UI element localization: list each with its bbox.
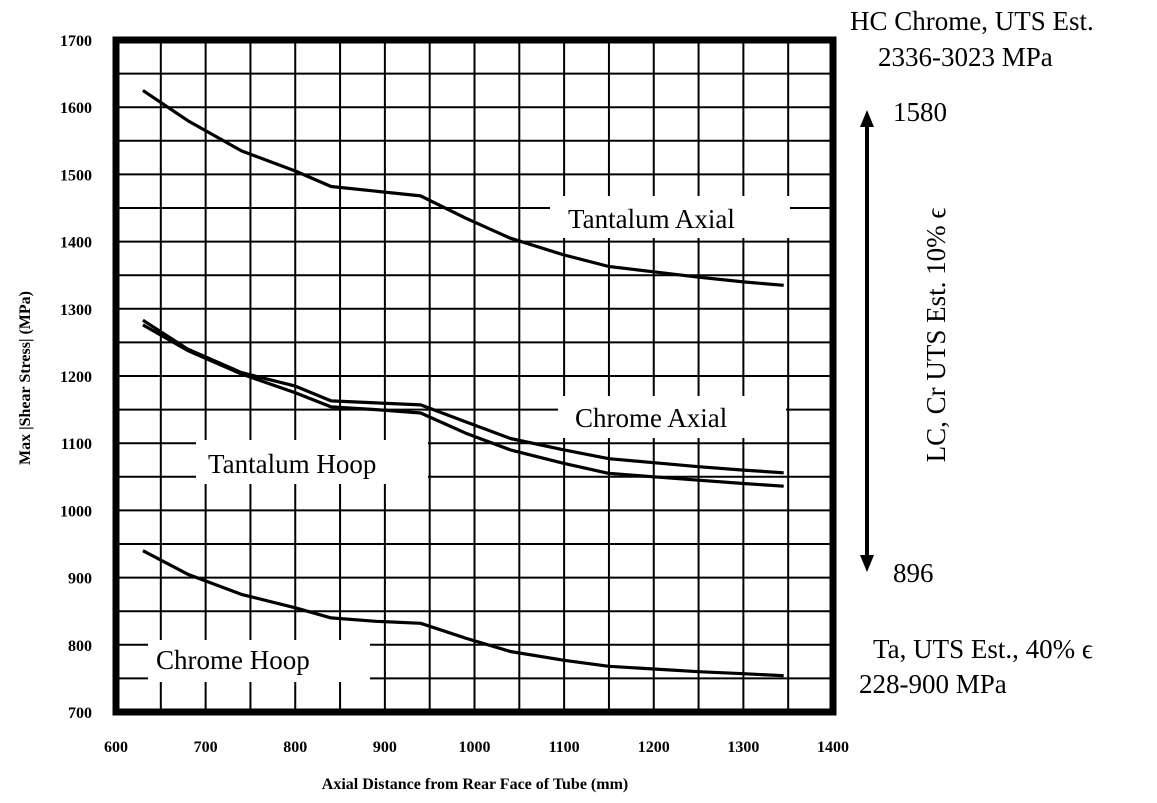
tantalum-hoop-label-bg xyxy=(196,440,428,484)
series-line-tantalum-hoop xyxy=(142,323,784,488)
chrome-axial-label: Chrome Axial xyxy=(575,403,727,433)
x-tick-labels: 600 700 800 900 1000 1100 1200 1300 1400 xyxy=(104,739,849,756)
arrow-bottom-value: 896 xyxy=(893,558,934,588)
x-tick-label: 1000 xyxy=(459,739,491,756)
series-line-chrome-hoop xyxy=(142,549,784,678)
hc-chrome-annotation-line2: 2336-3023 MPa xyxy=(878,42,1053,72)
x-tick-label: 1300 xyxy=(727,739,759,756)
x-tick-label: 800 xyxy=(283,739,307,756)
x-tick-label: 700 xyxy=(194,739,218,756)
x-tick-label: 900 xyxy=(373,739,397,756)
series-line-tantalum-axial xyxy=(142,89,784,287)
x-tick-label: 600 xyxy=(104,739,128,756)
ta-annotation-line2: 228-900 MPa xyxy=(859,669,1007,699)
plot-frame xyxy=(112,36,837,716)
y-tick-label: 900 xyxy=(68,571,92,588)
series-labels: Tantalum Axial Chrome Axial Tantalum Hoo… xyxy=(148,196,790,682)
y-tick-label: 1100 xyxy=(61,436,92,453)
chrome-hoop-label: Chrome Hoop xyxy=(156,645,310,675)
y-tick-label: 1400 xyxy=(60,235,92,252)
y-tick-label: 800 xyxy=(68,638,92,655)
x-tick-label: 1100 xyxy=(549,739,580,756)
y-axis-title: Max |Shear Stress| (MPa) xyxy=(17,291,34,465)
series-lines xyxy=(142,89,784,678)
tantalum-axial-label: Tantalum Axial xyxy=(568,204,735,234)
chrome-axial-label-bg xyxy=(558,396,786,438)
y-tick-labels: 700 800 900 1000 1100 1200 1300 1400 1500 1600 170… xyxy=(60,33,92,722)
series-line-chrome-axial xyxy=(142,318,784,475)
y-tick-label: 1600 xyxy=(60,100,92,117)
tantalum-hoop-label: Tantalum Hoop xyxy=(208,449,376,479)
ta-annotation-line1: Ta, UTS Est., 40% ϵ xyxy=(873,634,1093,664)
y-tick-label: 1700 xyxy=(60,33,92,50)
arrow-top-value: 1580 xyxy=(893,97,947,127)
range-arrow xyxy=(860,110,874,572)
tantalum-axial-label-bg xyxy=(550,196,790,238)
y-tick-label: 1200 xyxy=(60,369,92,386)
x-tick-label: 1400 xyxy=(817,739,849,756)
hc-chrome-annotation-line1: HC Chrome, UTS Est. xyxy=(850,6,1094,36)
y-tick-label: 700 xyxy=(68,705,92,722)
lc-chrome-annotation: LC, Cr UTS Est. 10% ϵ xyxy=(921,208,951,463)
chrome-hoop-label-bg xyxy=(148,640,370,682)
grid-lines xyxy=(116,40,833,712)
y-tick-label: 1500 xyxy=(60,167,92,184)
y-tick-label: 1300 xyxy=(60,302,92,319)
x-tick-label: 1200 xyxy=(638,739,670,756)
x-axis-title: Axial Distance from Rear Face of Tube (m… xyxy=(322,776,628,793)
y-tick-label: 1000 xyxy=(60,503,92,520)
